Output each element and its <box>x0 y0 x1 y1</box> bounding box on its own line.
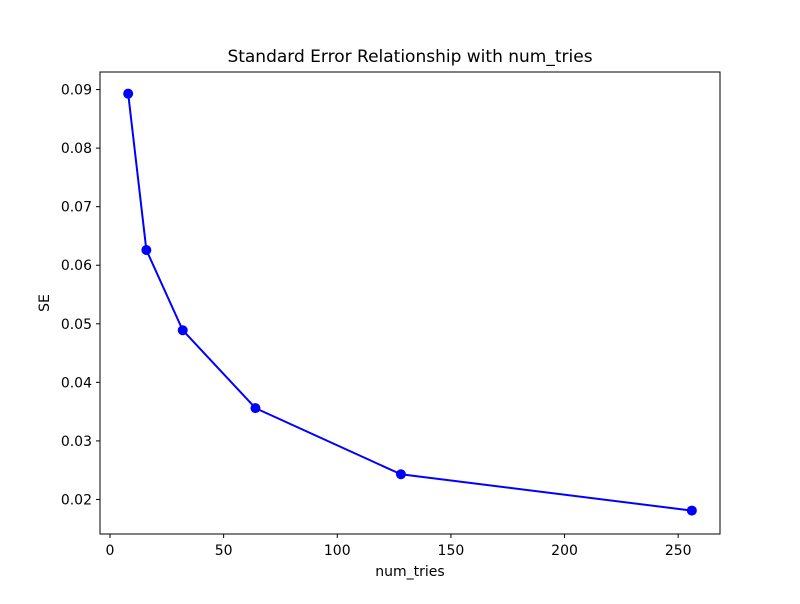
y-tick-label: 0.03 <box>61 434 92 450</box>
y-tick-label: 0.06 <box>61 258 92 274</box>
x-tick-label: 0 <box>106 543 115 559</box>
data-point <box>250 403 261 414</box>
data-point <box>177 325 188 336</box>
y-tick-label: 0.05 <box>61 317 92 333</box>
plot-border <box>99 71 721 535</box>
y-tick-label: 0.09 <box>61 83 92 99</box>
x-axis-label: num_tries <box>375 564 444 580</box>
x-tick-label: 250 <box>665 543 692 559</box>
y-tick-label: 0.02 <box>61 492 92 508</box>
data-point <box>686 505 697 516</box>
x-tick-label: 100 <box>324 543 351 559</box>
data-point <box>123 88 134 99</box>
y-tick-label: 0.04 <box>61 375 92 391</box>
y-tick-label: 0.08 <box>61 141 92 157</box>
plot-area: 0 50 100 150 200 250 0.02 0.03 0.04 0.05 0.06 0.07 0… <box>61 71 721 559</box>
x-tick-label: 50 <box>215 543 233 559</box>
x-tick-label: 150 <box>438 543 465 559</box>
data-line <box>127 92 693 512</box>
y-axis-label: SE <box>37 294 53 312</box>
y-tick-label: 0.07 <box>61 200 92 216</box>
chart-title: Standard Error Relationship with num_tri… <box>227 47 592 67</box>
data-point <box>395 469 406 480</box>
x-tick-label: 200 <box>551 543 578 559</box>
data-point <box>141 245 152 256</box>
